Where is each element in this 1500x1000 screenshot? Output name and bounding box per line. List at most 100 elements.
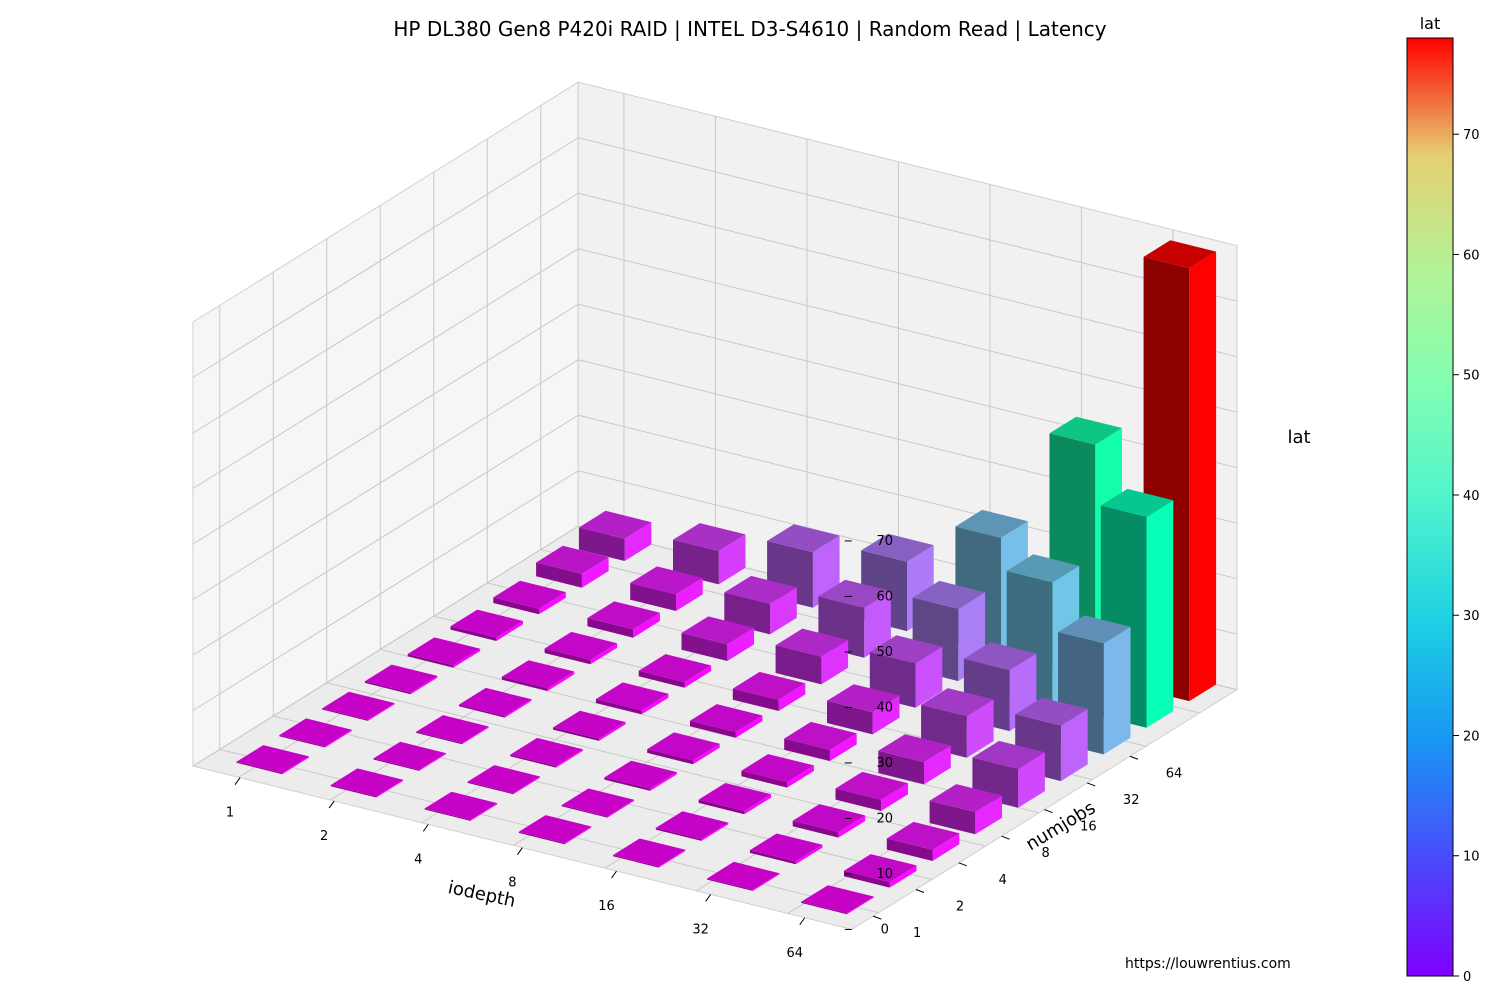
bar [732,671,806,711]
bar-right-face [470,803,498,821]
x-tick-mark [422,824,429,832]
bar-top-face [1100,488,1174,517]
bar-right-face [795,844,823,865]
bar-right-face [282,756,309,775]
bar-front-face [604,777,651,791]
x-tick-mark [705,894,712,902]
bar-top-face [467,765,540,794]
bar-front-face [536,562,582,588]
bar-right-face [966,699,994,758]
grid-line [192,192,579,434]
bar-front-face [459,704,505,718]
y-tick-label: 32 [1123,793,1140,808]
grid-line [192,137,579,378]
bar-right-face [410,675,438,695]
bar-top-face [963,642,1037,670]
bar-right-face [821,640,849,685]
bar-right-face [1146,500,1174,728]
colorbar-tick-label: 70 [1463,128,1480,143]
y-tick-label: 4 [999,873,1007,888]
bar-top-face [818,579,891,608]
bar-top-face [613,838,686,867]
y-tick-mark [873,915,882,920]
y-tick-label: 64 [1166,766,1183,781]
bar-right-face [367,703,395,721]
bar-top-face [1049,416,1122,445]
bar-right-face [787,765,814,788]
x-axis-label: iodepth [446,877,517,912]
bar-right-face [924,745,951,785]
bar-front-face [775,645,822,685]
bar [578,510,652,561]
bar-front-face [578,527,625,561]
bar [647,732,720,765]
bar [544,631,618,665]
bar-front-face [741,770,788,788]
colorbar: lat 0 10 20 30 40 50 60 70 [1406,14,1480,985]
bar-top-face [775,628,849,657]
bar-top-face [638,654,712,683]
bar [886,821,960,861]
z-tick-label: 60 [877,589,894,604]
bar-front-face [801,901,847,915]
bar-right-face [598,722,626,741]
grid-line [578,248,1238,413]
bar-top-face [732,671,806,700]
bar-top-face [595,682,669,711]
bar-top-face [236,745,309,774]
bar-top-face [869,635,943,664]
bar-front-face [373,758,420,771]
colorbar-tick-label: 20 [1463,729,1480,744]
bar-front-face [784,738,830,761]
grid-line [192,414,579,656]
bar-right-face [778,683,806,711]
bar [587,601,660,638]
colorbar-tick-label: 50 [1463,369,1480,384]
bar-front-face [647,749,693,765]
bar [322,691,395,721]
bar-right-face [624,522,652,561]
colorbar-tick-label: 0 [1463,970,1471,985]
bar-front-face [330,785,377,798]
bar [493,580,566,615]
bar-top-face [604,760,677,789]
grid-line [192,303,579,545]
bar-right-face [496,621,523,641]
bar-top-face [459,687,532,716]
bar [407,637,481,668]
grid-line [192,525,579,767]
bar-top-face [801,885,874,914]
bar-top-face [553,710,626,739]
bar-top-face [578,510,652,539]
bar-top-face [861,533,934,562]
bar-front-face [886,838,933,861]
bar-top-face [647,732,720,761]
bar-front-face [613,855,659,868]
z-axis-label: lat [1287,427,1310,448]
bar-top-face [322,691,395,720]
z-tick-label: 30 [877,756,894,771]
bar-right-face [650,772,677,791]
bar [844,854,917,888]
bar-front-face [424,808,471,821]
bar-right-face [590,643,618,665]
grid-line [192,470,579,711]
bar [775,628,849,685]
bar-right-face [1103,626,1131,755]
bar [518,815,592,845]
bar-top-face [587,601,660,630]
bar-top-face [878,734,951,763]
bar-right-face [864,591,891,658]
bar-front-face [279,735,326,748]
bar [604,760,677,791]
bar-front-face [835,788,882,811]
z-tick-label: 40 [877,700,894,715]
bar-right-face [462,726,489,745]
z-tick-label: 20 [877,811,894,826]
bar-front-face [749,850,796,865]
bar-top-face [450,609,523,638]
bar [330,768,404,798]
bar [835,771,908,811]
y-tick-label: 16 [1080,820,1097,835]
bar-top-face [835,771,908,800]
